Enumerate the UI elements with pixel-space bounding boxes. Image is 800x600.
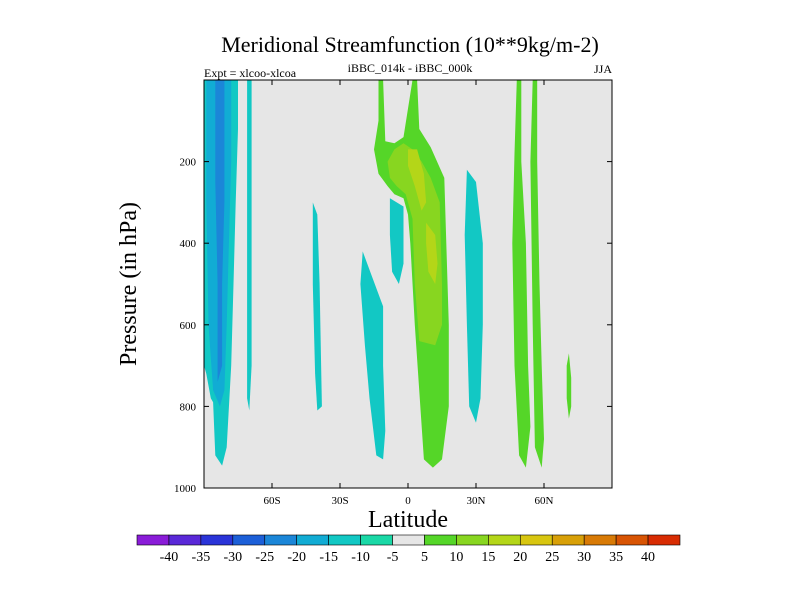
colorbar-swatch [200,534,234,546]
colorbar-swatch [519,534,553,546]
colorbar-label: -15 [319,550,338,565]
colorbar-label: 25 [545,550,559,565]
colorbar-label: -30 [223,550,242,565]
colorbar-label: 5 [421,550,428,565]
contour-region-7 [464,169,483,423]
contour-region-2 [215,80,225,382]
y-tick-label: 200 [180,157,197,169]
colorbar-swatch [551,534,585,546]
y-axis-label: Pressure (in hPa) [116,202,142,366]
contour-regions [204,80,572,468]
x-tick-label: 30N [467,495,486,507]
colorbar-swatch [296,534,329,546]
contour-region-5 [360,251,386,460]
x-tick-label: 0 [405,495,411,507]
colorbar-label: 10 [449,550,463,565]
colorbar-swatch [615,534,649,546]
colorbar-swatch [647,534,681,546]
x-tick-label: 60N [535,495,554,507]
colorbar-swatch [168,534,202,546]
y-tick-label: 400 [180,238,197,250]
colorbar-label: -5 [387,550,399,565]
y-tick-label: 600 [180,320,197,332]
colorbar-label: -20 [287,550,306,565]
y-tick-label: 1000 [174,483,197,495]
contour-region-11 [426,222,438,284]
contour-region-4 [312,202,322,411]
chart-title: Meridional Streamfunction (10**9kg/m-2) [221,32,599,57]
contour-region-6 [389,198,404,284]
colorbar-label: -25 [255,550,274,565]
colorbar-swatch [136,534,170,546]
x-axis: 60S 30S 0 30N 60N [263,80,554,507]
y-tick-label: 800 [180,401,197,413]
x-tick-label: 30S [331,495,348,507]
colorbar-label: 35 [609,550,623,565]
contour-region-12 [512,80,531,468]
contour-region-14 [566,353,572,419]
x-axis-label: Latitude [368,507,448,533]
colorbar-label: -40 [160,550,179,565]
y-axis: 200 400 600 800 1000 [174,157,612,495]
colorbar-swatch [456,534,489,546]
contour-region-3 [247,80,252,411]
colorbar-label: 15 [481,550,495,565]
colorbar-label: -10 [351,550,370,565]
colorbar-label: 30 [577,550,591,565]
contour-region-10 [408,149,427,211]
colorbar-swatch [583,534,617,546]
subtitle-right: JJA [594,62,612,76]
colorbar-swatch [488,534,521,546]
plot-area [203,79,613,489]
colorbar-swatch [328,534,361,546]
colorbar-label: -35 [192,550,211,565]
x-tick-label: 60S [263,495,280,507]
colorbar-swatch [264,534,298,546]
colorbar-swatch [424,534,457,546]
contour-region-13 [530,80,544,468]
subtitle-center: iBBC_014k - iBBC_000k [348,61,473,75]
colorbar-swatch [232,534,266,546]
colorbar-label: 40 [641,550,655,565]
contour-region-9 [387,143,442,346]
subtitle-left: Expt = xlcoo-xlcoa [204,66,297,80]
colorbar-swatch [392,534,425,546]
colorbar-label: 20 [513,550,527,565]
colorbar-swatch [360,534,393,546]
colorbar: -40 -35 -30 -25 -20 -15 -10 -5 5 10 15 20 25 30 35 40 [136,534,681,565]
